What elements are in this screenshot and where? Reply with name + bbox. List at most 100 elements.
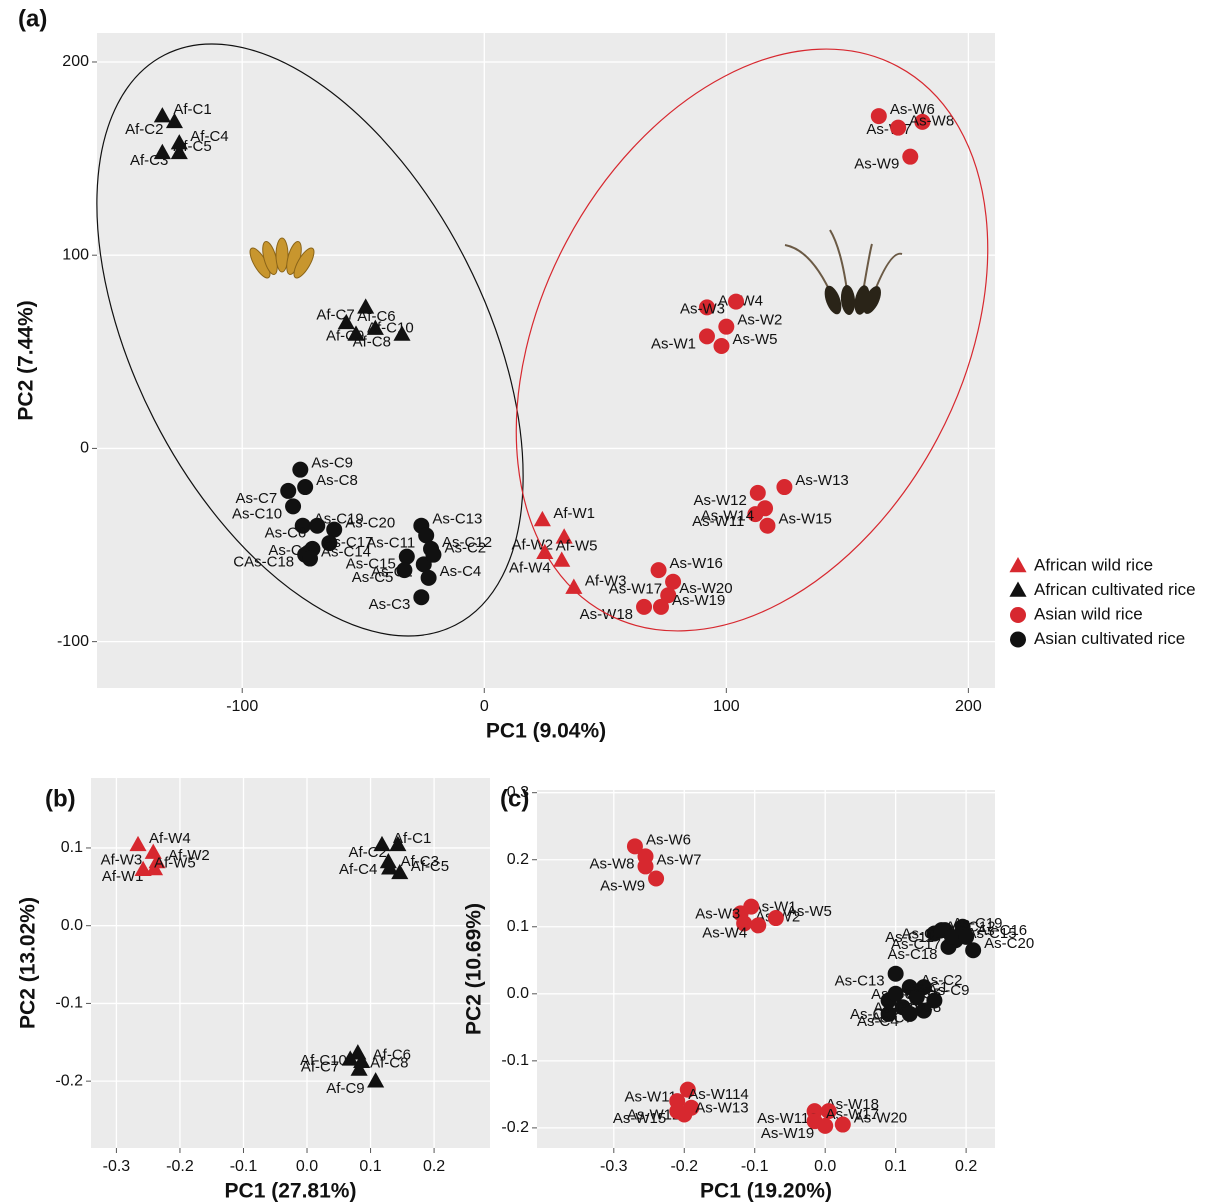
y-tick-label: 200: [62, 53, 89, 70]
point-label: Af-W4: [149, 830, 191, 847]
point-label: As-W8: [909, 113, 954, 130]
y-axis-label: PC2 (13.02%): [17, 897, 40, 1029]
x-axis-label: PC1 (9.04%): [486, 720, 606, 743]
x-tick-label: 0.1: [359, 1158, 381, 1175]
point-label: As-C4: [440, 563, 482, 580]
legend-marker: [1010, 632, 1026, 648]
point-label: Af-C4: [339, 861, 377, 878]
point-label: As-W9: [600, 877, 645, 894]
panel-label: (a): [18, 5, 47, 32]
point-label: As-W3: [695, 906, 740, 923]
x-tick-label: -0.1: [741, 1158, 769, 1175]
point-label: As-W13: [695, 1099, 748, 1116]
point-marker: [713, 338, 729, 354]
point-label: As-C9: [311, 455, 353, 472]
x-tick-label: 0.2: [423, 1158, 445, 1175]
seed-icon: [276, 238, 288, 272]
plot-background: [537, 790, 995, 1148]
point-marker: [768, 910, 784, 926]
point-label: As-W12: [693, 492, 746, 509]
point-label: As-W13: [795, 472, 848, 489]
point-label: Af-W3: [101, 852, 143, 869]
point-marker: [699, 328, 715, 344]
point-marker: [902, 1006, 918, 1022]
point-label: Af-C5: [173, 138, 211, 155]
point-marker: [835, 1117, 851, 1133]
point-label: As-C16: [977, 922, 1027, 939]
point-label: As-W19: [761, 1125, 814, 1142]
point-marker: [888, 986, 904, 1002]
x-tick-label: 200: [955, 698, 982, 715]
point-marker: [413, 589, 429, 605]
point-marker: [958, 929, 974, 945]
point-label: As-W1: [651, 335, 696, 352]
point-label: As-C10: [232, 505, 282, 522]
point-label: As-W16: [670, 555, 723, 572]
point-marker: [309, 518, 325, 534]
point-marker: [285, 498, 301, 514]
point-label: As-W20: [854, 1110, 907, 1127]
legend-marker: [1009, 582, 1026, 597]
panel: (a)-1000100200-1000100200PC1 (9.04%)PC2 …: [15, 5, 1196, 742]
point-marker: [776, 479, 792, 495]
point-marker: [888, 966, 904, 982]
point-label: Af-W5: [154, 855, 196, 872]
y-tick-label: 0.2: [507, 851, 529, 868]
point-marker: [638, 858, 654, 874]
y-tick-label: 0.0: [507, 985, 529, 1002]
point-label: CAs-C18: [233, 554, 294, 571]
point-label: Af-C7: [301, 1058, 339, 1075]
point-label: As-W15: [778, 511, 831, 528]
panel: (c)-0.3-0.2-0.10.00.10.2-0.2-0.10.00.10.…: [463, 784, 1035, 1202]
point-marker: [890, 120, 906, 136]
point-marker: [280, 483, 296, 499]
point-label: Af-W1: [553, 505, 595, 522]
point-label: As-W7: [657, 851, 702, 868]
point-marker: [396, 562, 412, 578]
x-tick-label: 0.0: [814, 1158, 836, 1175]
x-tick-label: 0.2: [955, 1158, 977, 1175]
x-tick-label: -0.3: [600, 1158, 628, 1175]
point-label: As-C4: [857, 1013, 899, 1030]
point-label: As-W6: [646, 831, 691, 848]
point-marker: [728, 294, 744, 310]
point-label: As-C11: [366, 534, 415, 551]
point-label: As-W2: [737, 312, 782, 329]
point-marker: [425, 547, 441, 563]
y-tick-label: 0.1: [507, 918, 529, 935]
point-marker: [297, 479, 313, 495]
point-marker: [421, 570, 437, 586]
point-marker: [757, 500, 773, 516]
y-tick-label: -0.1: [55, 995, 83, 1012]
point-marker: [817, 1118, 833, 1134]
point-label: As-C1: [907, 979, 949, 996]
panel-label: (b): [45, 785, 76, 812]
point-label: As-W4: [702, 924, 747, 941]
y-axis-label: PC2 (10.69%): [463, 903, 486, 1035]
point-label: As-W5: [732, 331, 777, 348]
point-marker: [759, 518, 775, 534]
y-tick-label: -0.1: [501, 1052, 529, 1069]
point-label: Af-C3: [401, 853, 439, 870]
point-label: Af-C8: [353, 333, 391, 350]
figure: (a)-1000100200-1000100200PC1 (9.04%)PC2 …: [0, 0, 1223, 1202]
point-label: Af-C2: [349, 844, 387, 861]
point-marker: [636, 599, 652, 615]
point-label: As-C20: [345, 515, 395, 532]
point-label: Af-C8: [370, 1054, 408, 1071]
point-label: Af-W1: [102, 868, 144, 885]
legend-label: African cultivated rice: [1034, 580, 1196, 599]
x-axis-label: PC1 (19.20%): [700, 1180, 832, 1202]
point-marker: [648, 870, 664, 886]
panel: (b)-0.3-0.2-0.10.00.10.2-0.2-0.10.00.1PC…: [17, 778, 490, 1202]
x-tick-label: -0.1: [230, 1158, 258, 1175]
x-tick-label: 100: [713, 698, 740, 715]
point-marker: [750, 485, 766, 501]
point-marker: [292, 462, 308, 478]
point-label: As-W5: [787, 903, 832, 920]
point-marker: [302, 551, 318, 567]
point-label: As-W3: [680, 301, 725, 318]
point-label: As-W8: [590, 855, 635, 872]
legend-marker: [1009, 557, 1026, 572]
point-marker: [651, 562, 667, 578]
